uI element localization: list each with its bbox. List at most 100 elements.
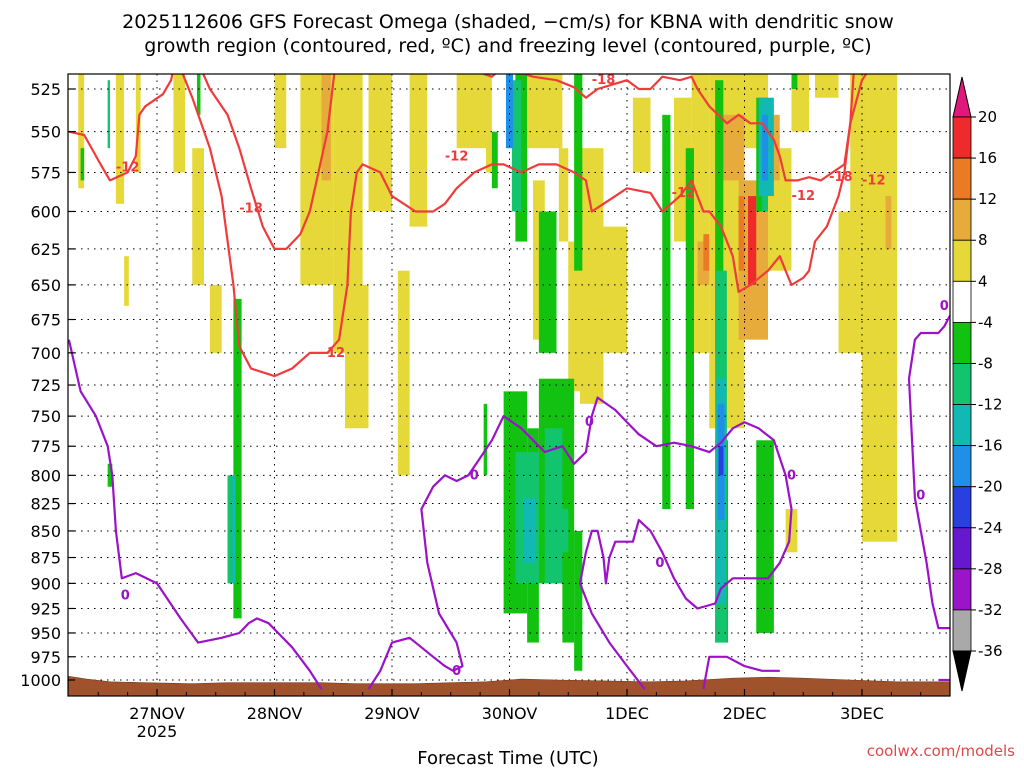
y-tick-label-850: 850 [30,522,61,541]
freezing-level-b-label-4: 0 [452,664,461,679]
omega-region-30 [838,211,862,353]
colorbar-tick-label-11: -28 [978,560,1003,578]
colorbar-tick-label-0: 20 [978,108,997,126]
chart-title-line2: growth region (contoured, red, ºC) and f… [144,35,871,57]
x-tick-sublabel-27NOV: 2025 [137,722,178,741]
contour-labels: -12 -12 -12 -12 -12 -12 -18 -18 -18 0 0 0 0 0 0 0 0 [116,73,949,679]
y-tick-label-550: 550 [30,123,61,142]
omega-region-29 [815,74,839,98]
omega-region-60 [715,80,724,353]
x-tick-label-27NOV: 27NOV [129,704,185,723]
omega-region-46 [196,74,201,115]
omega-region-44 [80,148,85,181]
dendritic-minus12-b-label-1: -12 [445,149,469,164]
y-tick-label-825: 825 [30,495,61,514]
omega-region-0 [78,74,85,189]
freezing-level-d-line [907,314,950,630]
colorbar-tick-label-8: -16 [978,437,1003,455]
omega-region-32 [862,211,898,542]
colorbar-bin-3 [952,239,972,282]
omega-region-4 [173,74,186,173]
y-tick-label-875: 875 [30,549,61,568]
omega-region-14 [456,74,486,149]
omega-region-56 [574,74,583,271]
plot-area: -12 -12 -12 -12 -12 -12 -18 -18 -18 0 0 0 0 0 0 0 0 [68,73,950,696]
colorbar-tick-label-2: 12 [978,190,997,208]
omega-shading [78,74,898,671]
omega-region-18 [558,148,569,242]
colorbar-tick-label-10: -24 [978,519,1003,537]
colorbar-bin-11 [952,568,972,611]
terrain-fill [68,675,950,696]
omega-region-21 [603,226,627,353]
colorbar-tick-label-5: -4 [978,313,993,331]
omega-region-22 [632,97,651,173]
colorbar-tick-label-12: -32 [978,601,1003,619]
x-tick-label-1DEC: 1DEC [605,704,649,723]
omega-region-58 [662,114,671,510]
colorbar-bin-1 [952,157,972,200]
omega-region-7 [274,74,287,149]
colorbar-tick-label-4: 4 [978,272,988,290]
omega-region-13 [409,74,428,227]
colorbar-tick-label-1: 16 [978,149,997,167]
freezing-level-b-label-2: 0 [655,556,664,571]
dendritic-minus12-line [68,74,174,182]
y-tick-label-725: 725 [30,376,61,395]
dendritic-minus18-b-label-0: -18 [592,73,616,88]
omega-region-42 [738,196,745,271]
colorbar-tick-label-13: -36 [978,642,1003,660]
omega-region-66 [227,475,234,584]
colorbar-bin-9 [952,486,972,529]
omega-region-80 [718,446,724,476]
dendritic-minus12-label-0: -12 [116,161,140,176]
omega-region-79 [762,114,768,181]
omega-region-43 [748,196,757,285]
freezing-level-d-label-0: 0 [940,299,949,314]
x-tick-label-28NOV: 28NOV [247,704,303,723]
omega-region-3 [124,256,129,306]
omega-region-15 [486,74,492,173]
freezing-level-c-line [702,655,780,690]
omega-region-16 [527,74,563,149]
y-tick-label-950: 950 [30,624,61,643]
y-tick-label-750: 750 [30,407,61,426]
dendritic-minus18-line [202,74,336,250]
omega-region-12 [397,270,410,476]
y-tick-label-775: 775 [30,437,61,456]
omega-region-33 [867,74,898,212]
dendritic-minus18-label-0: -18 [239,201,263,216]
y-tick-label-675: 675 [30,311,61,330]
colorbar-bin-6 [952,363,972,405]
colorbar-bin-0 [952,116,972,159]
x-axis-label: Forecast Time (UTC) [417,748,598,768]
dendritic-minus12-b-label-3: -12 [792,189,816,204]
y-tick-label-900: 900 [30,574,61,593]
omega-region-1 [115,74,125,204]
colorbar-bin-12 [952,609,972,652]
omega-region-10 [345,284,369,429]
dendritic-minus12-b-label-0: -12 [322,346,346,361]
grid-lines [68,74,950,696]
y-tick-label-800: 800 [30,466,61,485]
omega-region-11 [368,74,392,212]
omega-region-20 [580,148,604,404]
y-tick-label-1000: 1000 [20,671,61,690]
colorbar-bin-8 [952,445,972,488]
y-tick-label-525: 525 [30,80,61,99]
omega-region-63 [756,440,774,633]
y-tick-label-975: 975 [30,648,61,667]
omega-region-34 [785,509,798,553]
credit-text[interactable]: coolwx.com/models [867,742,1015,760]
omega-region-74 [523,497,536,563]
y-tick-label-650: 650 [30,276,61,295]
omega-region-6 [209,284,222,353]
y-axis: 525 550 575 600 625 650 675 700 725 750 775 800 825 8… [20,80,75,690]
omega-region-49 [491,131,498,189]
omega-region-73 [232,475,236,584]
x-tick-label-2DEC: 2DEC [723,704,767,723]
colorbar-bin-5 [952,321,972,364]
omega-region-53 [538,211,557,353]
